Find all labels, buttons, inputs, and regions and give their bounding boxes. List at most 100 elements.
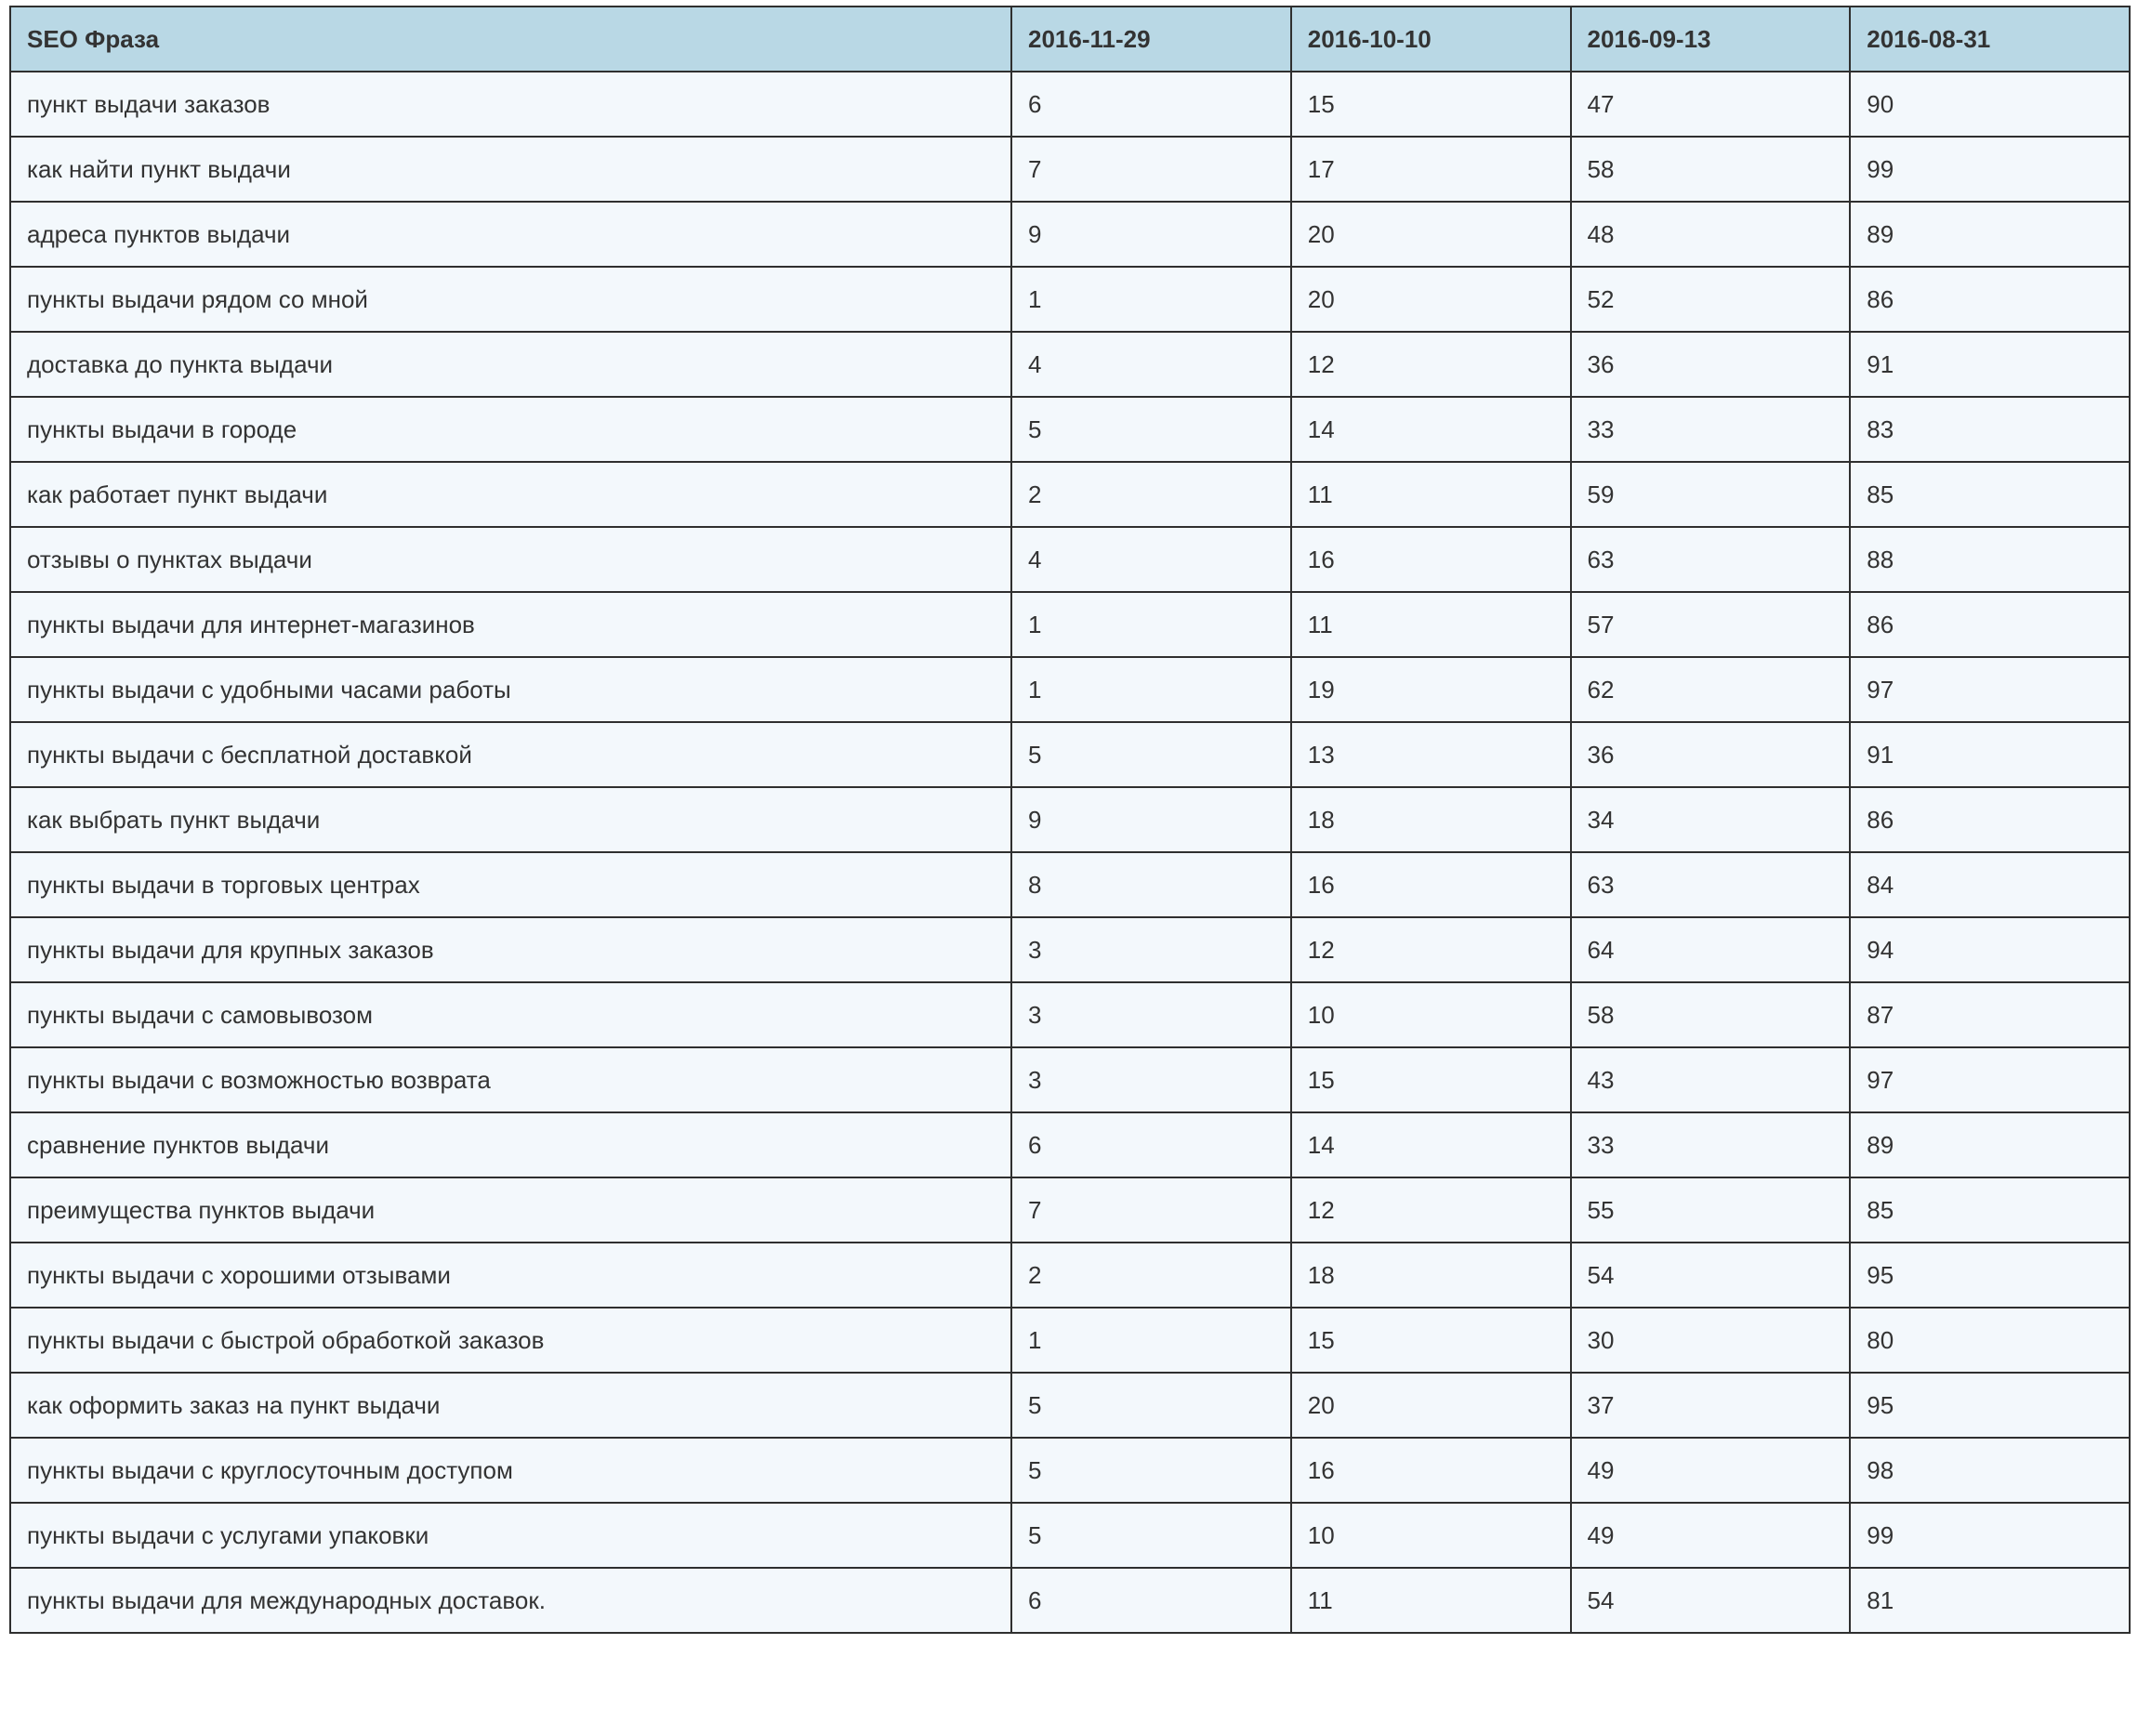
value-cell: 18 xyxy=(1289,786,1572,853)
table-header: SEO Фраза 2016-11-29 2016-10-10 2016-09-13 2… xyxy=(9,6,2131,72)
table-row: пункты выдачи рядом со мной 1 20 52 86 xyxy=(9,266,2131,333)
table-row: пункты выдачи с услугами упаковки 5 10 49 99 xyxy=(9,1502,2131,1569)
value-cell: 86 xyxy=(1849,266,2131,333)
value-cell: 2 xyxy=(1010,1242,1292,1309)
value-cell: 91 xyxy=(1849,721,2131,788)
phrase-cell: пункты выдачи с возможностью возврата xyxy=(9,1046,1012,1113)
value-cell: 15 xyxy=(1289,1046,1572,1113)
value-cell: 14 xyxy=(1289,1111,1572,1178)
value-cell: 64 xyxy=(1569,916,1852,983)
value-cell: 80 xyxy=(1849,1307,2131,1374)
value-cell: 15 xyxy=(1289,71,1572,138)
value-cell: 81 xyxy=(1849,1567,2131,1634)
table-row: как выбрать пункт выдачи 9 18 34 86 xyxy=(9,786,2131,853)
phrase-cell: адреса пунктов выдачи xyxy=(9,201,1012,268)
table-row: как найти пункт выдачи 7 17 58 99 xyxy=(9,136,2131,203)
value-cell: 62 xyxy=(1569,656,1852,723)
phrase-cell: пункт выдачи заказов xyxy=(9,71,1012,138)
value-cell: 1 xyxy=(1010,1307,1292,1374)
value-cell: 5 xyxy=(1010,1437,1292,1504)
table-row: пункты выдачи с хорошими отзывами 2 18 54 95 xyxy=(9,1242,2131,1309)
table-row: как работает пункт выдачи 2 11 59 85 xyxy=(9,461,2131,528)
value-cell: 30 xyxy=(1569,1307,1852,1374)
header-cell: 2016-10-10 xyxy=(1289,6,1572,72)
phrase-cell: как найти пункт выдачи xyxy=(9,136,1012,203)
phrase-cell: пункты выдачи с бесплатной доставкой xyxy=(9,721,1012,788)
value-cell: 17 xyxy=(1289,136,1572,203)
table-row: пункты выдачи в городе 5 14 33 83 xyxy=(9,396,2131,463)
value-cell: 83 xyxy=(1849,396,2131,463)
header-cell: SEO Фраза xyxy=(9,6,1012,72)
value-cell: 95 xyxy=(1849,1242,2131,1309)
value-cell: 11 xyxy=(1289,461,1572,528)
value-cell: 16 xyxy=(1289,526,1572,593)
value-cell: 4 xyxy=(1010,526,1292,593)
value-cell: 54 xyxy=(1569,1567,1852,1634)
phrase-cell: пункты выдачи с хорошими отзывами xyxy=(9,1242,1012,1309)
value-cell: 3 xyxy=(1010,981,1292,1048)
value-cell: 7 xyxy=(1010,1177,1292,1243)
value-cell: 3 xyxy=(1010,916,1292,983)
value-cell: 15 xyxy=(1289,1307,1572,1374)
table-row: пункты выдачи с круглосуточным доступом 5… xyxy=(9,1437,2131,1504)
value-cell: 47 xyxy=(1569,71,1852,138)
value-cell: 86 xyxy=(1849,786,2131,853)
phrase-cell: сравнение пунктов выдачи xyxy=(9,1111,1012,1178)
table-row: пункты выдачи для крупных заказов 3 12 64 94 xyxy=(9,916,2131,983)
value-cell: 54 xyxy=(1569,1242,1852,1309)
value-cell: 7 xyxy=(1010,136,1292,203)
value-cell: 5 xyxy=(1010,1502,1292,1569)
phrase-cell: пункты выдачи с самовывозом xyxy=(9,981,1012,1048)
value-cell: 97 xyxy=(1849,1046,2131,1113)
value-cell: 55 xyxy=(1569,1177,1852,1243)
value-cell: 33 xyxy=(1569,1111,1852,1178)
value-cell: 59 xyxy=(1569,461,1852,528)
value-cell: 11 xyxy=(1289,591,1572,658)
value-cell: 34 xyxy=(1569,786,1852,853)
value-cell: 49 xyxy=(1569,1437,1852,1504)
value-cell: 18 xyxy=(1289,1242,1572,1309)
phrase-cell: пункты выдачи с услугами упаковки xyxy=(9,1502,1012,1569)
value-cell: 5 xyxy=(1010,1372,1292,1439)
value-cell: 8 xyxy=(1010,851,1292,918)
value-cell: 1 xyxy=(1010,591,1292,658)
phrase-cell: пункты выдачи с быстрой обработкой заказ… xyxy=(9,1307,1012,1374)
table-row: доставка до пункта выдачи 4 12 36 91 xyxy=(9,331,2131,398)
table-row: пункт выдачи заказов 6 15 47 90 xyxy=(9,71,2131,138)
value-cell: 88 xyxy=(1849,526,2131,593)
value-cell: 99 xyxy=(1849,1502,2131,1569)
header-row: SEO Фраза 2016-11-29 2016-10-10 2016-09-13 2… xyxy=(9,6,2131,72)
value-cell: 10 xyxy=(1289,1502,1572,1569)
value-cell: 95 xyxy=(1849,1372,2131,1439)
phrase-cell: пункты выдачи для международных доставок… xyxy=(9,1567,1012,1634)
value-cell: 4 xyxy=(1010,331,1292,398)
value-cell: 5 xyxy=(1010,396,1292,463)
value-cell: 99 xyxy=(1849,136,2131,203)
phrase-cell: пункты выдачи с круглосуточным доступом xyxy=(9,1437,1012,1504)
value-cell: 85 xyxy=(1849,1177,2131,1243)
phrase-cell: пункты выдачи для крупных заказов xyxy=(9,916,1012,983)
value-cell: 36 xyxy=(1569,721,1852,788)
value-cell: 98 xyxy=(1849,1437,2131,1504)
value-cell: 13 xyxy=(1289,721,1572,788)
table-row: отзывы о пунктах выдачи 4 16 63 88 xyxy=(9,526,2131,593)
value-cell: 90 xyxy=(1849,71,2131,138)
table-body: пункт выдачи заказов 6 15 47 90 как найти пун… xyxy=(9,71,2131,1634)
table-row: пункты выдачи в торговых центрах 8 16 63 84 xyxy=(9,851,2131,918)
phrase-cell: пункты выдачи в торговых центрах xyxy=(9,851,1012,918)
value-cell: 2 xyxy=(1010,461,1292,528)
value-cell: 49 xyxy=(1569,1502,1852,1569)
table-row: пункты выдачи с самовывозом 3 10 58 87 xyxy=(9,981,2131,1048)
phrase-cell: пункты выдачи для интернет-магазинов xyxy=(9,591,1012,658)
table-row: пункты выдачи для интернет-магазинов 1 11 5… xyxy=(9,591,2131,658)
value-cell: 63 xyxy=(1569,851,1852,918)
table-row: пункты выдачи с быстрой обработкой заказ… xyxy=(9,1307,2131,1374)
value-cell: 63 xyxy=(1569,526,1852,593)
value-cell: 6 xyxy=(1010,1111,1292,1178)
value-cell: 12 xyxy=(1289,1177,1572,1243)
table-row: пункты выдачи с возможностью возврата 3 15… xyxy=(9,1046,2131,1113)
value-cell: 12 xyxy=(1289,916,1572,983)
phrase-cell: пункты выдачи с удобными часами работы xyxy=(9,656,1012,723)
phrase-cell: пункты выдачи рядом со мной xyxy=(9,266,1012,333)
